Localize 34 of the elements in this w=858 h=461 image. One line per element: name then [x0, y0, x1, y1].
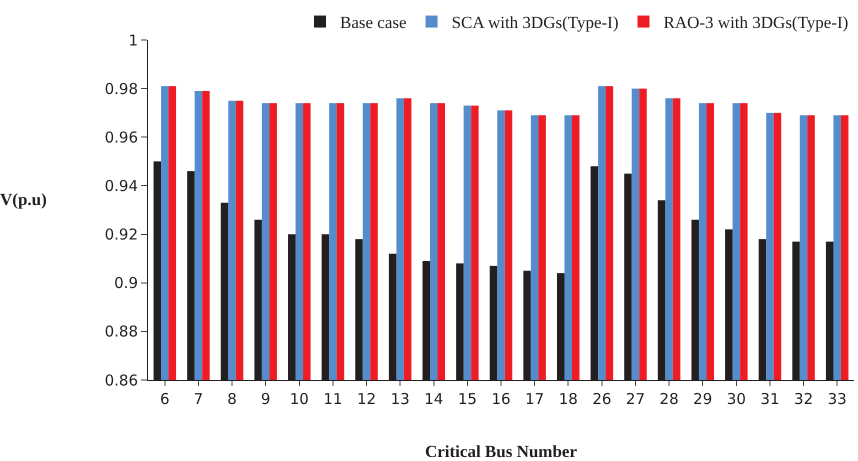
y-tick-label: 0.9 — [114, 274, 138, 292]
x-tick-label: 9 — [260, 390, 270, 408]
x-tick-label: 8 — [227, 390, 237, 408]
x-tick-label: 29 — [693, 390, 712, 408]
x-tick-label: 18 — [558, 390, 578, 408]
x-tick-label: 28 — [660, 390, 679, 408]
x-tick-label: 27 — [626, 390, 646, 408]
y-tick-label: 0.88 — [104, 322, 138, 341]
x-tick-label: 12 — [356, 390, 376, 408]
x-tick-label: 14 — [424, 390, 444, 408]
y-tick-label: 0.96 — [104, 128, 138, 146]
x-tick-label: 17 — [525, 390, 544, 408]
legend-label: RAO-3 with 3DGs(Type-I) — [663, 13, 848, 32]
y-tick-label: 0.94 — [104, 176, 138, 195]
x-tick-label: 13 — [390, 390, 410, 408]
y-axis-title: V(p.u) — [0, 190, 47, 209]
x-tick-label: 6 — [160, 390, 170, 408]
legend-label: Base case — [340, 13, 407, 32]
y-tick-label: 0.92 — [104, 226, 138, 244]
y-tick-label: 0.98 — [104, 80, 138, 98]
y-tick-label: 1 — [128, 31, 138, 50]
x-tick-label: 26 — [592, 390, 612, 408]
x-axis-title: Critical Bus Number — [424, 442, 578, 461]
x-tick-label: 10 — [290, 390, 309, 408]
x-tick-label: 30 — [726, 390, 746, 408]
x-tick-label: 32 — [794, 390, 814, 408]
x-tick-label: 33 — [828, 390, 847, 408]
legend-label: SCA with 3DGs(Type-I) — [452, 13, 618, 32]
x-tick-label: 11 — [323, 390, 342, 408]
x-tick-label: 31 — [760, 390, 780, 408]
x-tick-label: 7 — [194, 390, 204, 408]
x-tick-label: 16 — [491, 390, 511, 408]
y-tick-label: 0.86 — [104, 371, 138, 390]
x-tick-label: 15 — [458, 390, 477, 408]
